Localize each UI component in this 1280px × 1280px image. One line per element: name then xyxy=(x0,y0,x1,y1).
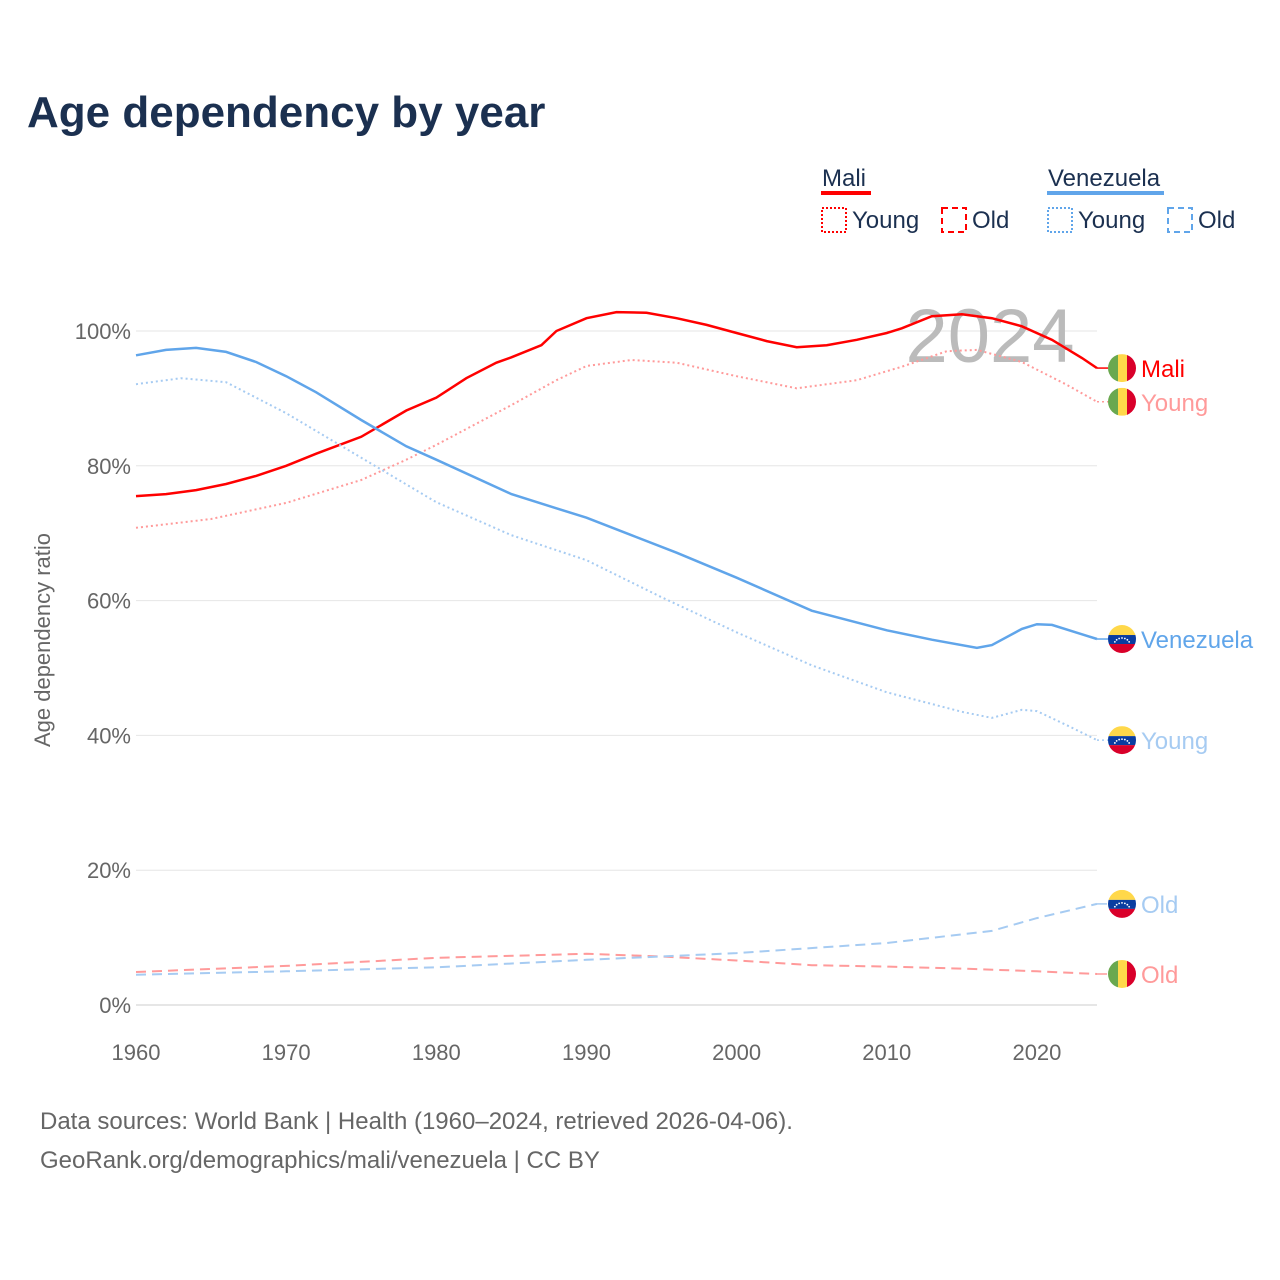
y-tick-label: 20% xyxy=(87,858,131,883)
end-label: Mali xyxy=(1141,356,1185,383)
legend-item-young[interactable]: Young xyxy=(852,207,919,234)
legend-group-venezuela[interactable]: Venezuela xyxy=(1048,165,1161,192)
x-tick-label: 1970 xyxy=(262,1040,311,1065)
end-label: Young xyxy=(1141,390,1208,417)
venezuela-flag-icon xyxy=(1108,625,1136,654)
mali-flag-icon xyxy=(1108,387,1136,416)
end-label: Young xyxy=(1141,728,1208,755)
legend-swatch-young[interactable] xyxy=(821,207,847,233)
x-tick-label: 1960 xyxy=(112,1040,161,1065)
y-axis-label: Age dependency ratio xyxy=(30,533,55,747)
y-tick-label: 100% xyxy=(75,319,131,344)
series-line-venezuela-young xyxy=(135,377,1098,741)
series-line-mali-young xyxy=(135,348,1098,529)
legend-item-old[interactable]: Old xyxy=(1198,207,1235,234)
end-label: Venezuela xyxy=(1141,627,1254,654)
year-watermark: 2024 xyxy=(905,294,1074,379)
series-line-venezuela-old xyxy=(135,902,1098,976)
legend-underline xyxy=(821,191,871,195)
x-tick-label: 2020 xyxy=(1012,1040,1061,1065)
series-line-venezuela xyxy=(135,346,1098,650)
legend-underline xyxy=(1047,191,1164,195)
footer-link[interactable]: GeoRank.org/demographics/mali/venezuela … xyxy=(40,1147,600,1174)
footer-sources: Data sources: World Bank | Health (1960–… xyxy=(40,1108,793,1135)
mali-flag-icon xyxy=(1108,354,1136,383)
mali-flag-icon xyxy=(1108,959,1136,988)
legend-item-old[interactable]: Old xyxy=(972,207,1009,234)
y-tick-label: 40% xyxy=(87,723,131,748)
x-tick-label: 1980 xyxy=(412,1040,461,1065)
end-label: Old xyxy=(1141,892,1178,919)
end-label: Old xyxy=(1141,962,1178,989)
legend-swatch-young[interactable] xyxy=(1047,207,1073,233)
venezuela-flag-icon xyxy=(1108,889,1136,918)
legend-swatch-old[interactable] xyxy=(1167,207,1193,233)
legend-group-mali[interactable]: Mali xyxy=(822,165,866,192)
legend-item-young[interactable]: Young xyxy=(1078,207,1145,234)
x-tick-label: 2010 xyxy=(862,1040,911,1065)
series-line-mali-old xyxy=(135,952,1098,975)
series-line-mali xyxy=(135,310,1098,498)
y-tick-label: 80% xyxy=(87,454,131,479)
legend-swatch-old[interactable] xyxy=(941,207,967,233)
venezuela-flag-icon xyxy=(1108,726,1136,755)
x-tick-label: 1990 xyxy=(562,1040,611,1065)
x-tick-label: 2000 xyxy=(712,1040,761,1065)
y-tick-label: 0% xyxy=(99,993,131,1018)
y-tick-label: 60% xyxy=(87,589,131,614)
chart-title: Age dependency by year xyxy=(27,88,546,137)
